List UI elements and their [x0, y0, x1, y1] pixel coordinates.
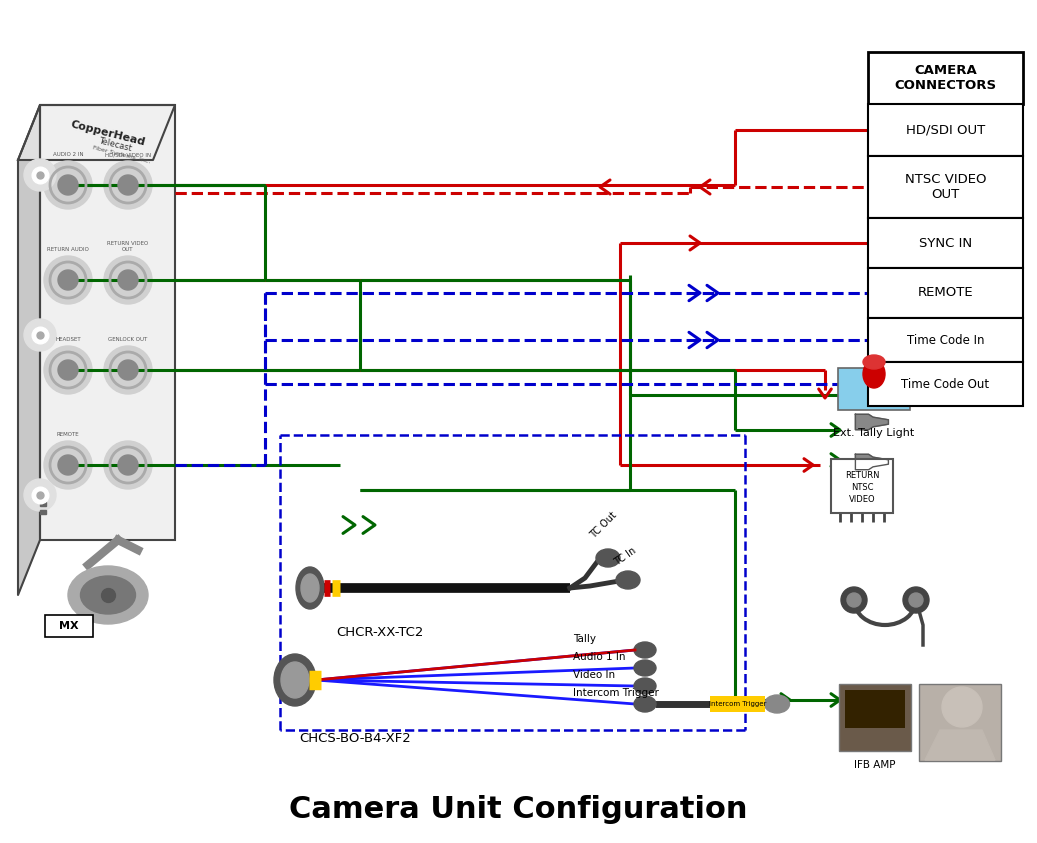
Circle shape	[58, 360, 78, 380]
Text: REMOTE: REMOTE	[918, 287, 974, 299]
Circle shape	[118, 360, 138, 380]
Ellipse shape	[81, 576, 136, 614]
Polygon shape	[856, 454, 889, 470]
Ellipse shape	[274, 654, 316, 706]
Bar	[40, 494, 46, 498]
Text: Fiber Systems, Inc.: Fiber Systems, Inc.	[92, 145, 151, 164]
Ellipse shape	[764, 695, 789, 713]
FancyBboxPatch shape	[868, 362, 1022, 406]
Circle shape	[104, 441, 152, 489]
Ellipse shape	[301, 574, 319, 602]
FancyBboxPatch shape	[845, 690, 905, 728]
Text: Time Code In: Time Code In	[906, 334, 984, 346]
Circle shape	[44, 346, 92, 394]
Circle shape	[909, 593, 923, 607]
Text: CHCS-BO-B4-XF2: CHCS-BO-B4-XF2	[299, 732, 411, 745]
Bar	[40, 502, 46, 506]
Text: Telecast: Telecast	[97, 137, 133, 153]
Text: IFB AMP: IFB AMP	[854, 760, 896, 770]
Circle shape	[44, 161, 92, 209]
Text: Intercom Trigger: Intercom Trigger	[709, 701, 766, 707]
Ellipse shape	[863, 355, 885, 369]
FancyBboxPatch shape	[710, 696, 765, 712]
Text: RETURN: RETURN	[845, 470, 879, 480]
FancyBboxPatch shape	[831, 459, 893, 513]
Circle shape	[58, 270, 78, 290]
Ellipse shape	[596, 549, 620, 567]
Text: CAMERA
CONNECTORS: CAMERA CONNECTORS	[895, 64, 997, 92]
Ellipse shape	[296, 567, 324, 609]
Circle shape	[903, 587, 929, 613]
Text: VIDEO: VIDEO	[848, 495, 875, 503]
Bar	[40, 510, 46, 514]
FancyBboxPatch shape	[868, 52, 1022, 104]
Circle shape	[118, 175, 138, 195]
Ellipse shape	[634, 660, 656, 676]
FancyBboxPatch shape	[868, 318, 1022, 362]
Circle shape	[24, 319, 56, 351]
FancyBboxPatch shape	[868, 104, 1022, 156]
Circle shape	[118, 270, 138, 290]
Text: RETURN AUDIO: RETURN AUDIO	[47, 247, 89, 252]
Circle shape	[942, 687, 982, 727]
FancyBboxPatch shape	[45, 615, 93, 637]
FancyBboxPatch shape	[868, 268, 1022, 318]
FancyBboxPatch shape	[868, 156, 1022, 218]
Text: SYNC IN: SYNC IN	[919, 237, 972, 250]
Text: Time Code Out: Time Code Out	[901, 378, 989, 390]
Polygon shape	[18, 105, 40, 595]
Circle shape	[104, 161, 152, 209]
Circle shape	[44, 256, 92, 304]
Text: GENLOCK OUT: GENLOCK OUT	[109, 337, 147, 342]
Text: MX: MX	[59, 621, 79, 631]
Text: Video In: Video In	[573, 670, 615, 680]
Text: Tally: Tally	[573, 634, 596, 644]
Text: NTSC VIDEO
OUT: NTSC VIDEO OUT	[904, 173, 986, 201]
Circle shape	[44, 441, 92, 489]
Text: HD/SDI VIDEO IN: HD/SDI VIDEO IN	[105, 152, 151, 157]
Text: Intercom Trigger: Intercom Trigger	[573, 688, 658, 698]
Text: RETURN VIDEO
OUT: RETURN VIDEO OUT	[108, 241, 148, 252]
Circle shape	[104, 256, 152, 304]
Text: Ext. Tally Light: Ext. Tally Light	[834, 428, 915, 438]
Circle shape	[58, 455, 78, 475]
Text: Camera Unit Configuration: Camera Unit Configuration	[288, 796, 748, 824]
Text: Audio 1 In: Audio 1 In	[573, 652, 625, 662]
Text: AUDIO 2 IN: AUDIO 2 IN	[53, 152, 83, 157]
Text: HEADSET: HEADSET	[55, 337, 81, 342]
Polygon shape	[925, 730, 994, 760]
Text: CopperHead: CopperHead	[69, 119, 146, 148]
Text: TC In: TC In	[612, 546, 638, 568]
Circle shape	[847, 593, 861, 607]
Ellipse shape	[616, 571, 640, 589]
Circle shape	[118, 455, 138, 475]
Text: REMOTE: REMOTE	[57, 432, 79, 437]
Ellipse shape	[634, 696, 656, 712]
Ellipse shape	[634, 678, 656, 694]
FancyBboxPatch shape	[919, 684, 1001, 761]
FancyBboxPatch shape	[40, 105, 175, 540]
Ellipse shape	[634, 642, 656, 658]
Circle shape	[841, 587, 867, 613]
Circle shape	[24, 479, 56, 511]
Ellipse shape	[863, 360, 885, 388]
Circle shape	[58, 175, 78, 195]
Ellipse shape	[281, 662, 309, 698]
FancyBboxPatch shape	[838, 368, 910, 410]
Text: TC Out: TC Out	[588, 510, 618, 540]
Polygon shape	[856, 414, 889, 430]
Text: CHCR-XX-TC2: CHCR-XX-TC2	[336, 626, 424, 639]
Circle shape	[24, 159, 56, 191]
Ellipse shape	[68, 566, 148, 624]
FancyBboxPatch shape	[868, 218, 1022, 268]
Text: NTSC: NTSC	[850, 482, 873, 491]
Text: HD/SDI OUT: HD/SDI OUT	[906, 124, 985, 137]
Circle shape	[104, 346, 152, 394]
Polygon shape	[18, 105, 175, 160]
FancyBboxPatch shape	[839, 684, 910, 751]
